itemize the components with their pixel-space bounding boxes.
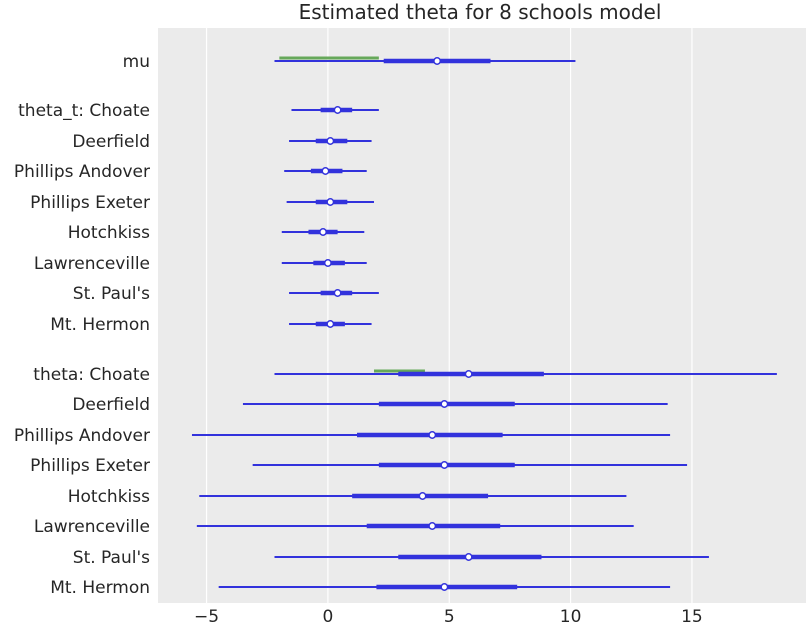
median-marker	[440, 461, 449, 469]
median-marker	[464, 553, 473, 561]
row-label: Deerfield	[72, 395, 150, 415]
plot-area-background	[158, 28, 806, 603]
median-marker	[333, 106, 342, 114]
row-label: Mt. Hermon	[50, 315, 150, 335]
row-label: St. Paul's	[73, 548, 150, 568]
median-marker	[433, 57, 442, 65]
row-label: mu	[123, 52, 150, 72]
x-tick-label: 15	[681, 607, 703, 627]
median-marker	[321, 167, 330, 175]
median-marker	[319, 228, 327, 236]
row-label: Phillips Exeter	[30, 456, 150, 476]
y-tick-labels: mu theta_t: Choate Deerfield Phillips Andov…	[14, 52, 150, 598]
row-label: Mt. Hermon	[50, 578, 150, 598]
row-label: Phillips Andover	[14, 426, 150, 446]
median-marker	[428, 522, 437, 530]
row-label: Lawrenceville	[34, 254, 150, 274]
x-tick-labels: −5 0 5 10 15	[194, 607, 703, 627]
median-marker	[326, 320, 335, 328]
x-grid-lines	[205, 28, 693, 603]
median-marker	[323, 259, 332, 267]
median-marker	[440, 583, 449, 591]
row-label: Phillips Andover	[14, 162, 150, 182]
row-label: Hotchkiss	[68, 487, 150, 507]
chart-title: Estimated theta for 8 schools model	[299, 0, 662, 24]
row-label: Hotchkiss	[68, 223, 150, 243]
row-label: St. Paul's	[73, 284, 150, 304]
x-tick-label: 5	[444, 607, 455, 627]
median-marker	[326, 137, 335, 145]
median-marker	[440, 400, 449, 408]
x-tick-label: −5	[194, 607, 219, 627]
median-marker	[418, 492, 427, 500]
row-label: Deerfield	[72, 132, 150, 152]
row-label: Lawrenceville	[34, 517, 150, 537]
x-tick-label: 0	[322, 607, 333, 627]
median-marker	[333, 289, 342, 297]
row-label: Phillips Exeter	[30, 193, 150, 213]
row-label: theta: Choate	[33, 365, 150, 385]
median-marker	[464, 370, 473, 378]
median-marker	[326, 198, 335, 206]
x-tick-label: 10	[560, 607, 582, 627]
median-marker	[428, 431, 437, 439]
row-label: theta_t: Choate	[18, 101, 150, 121]
intervals-layer	[191, 56, 777, 591]
